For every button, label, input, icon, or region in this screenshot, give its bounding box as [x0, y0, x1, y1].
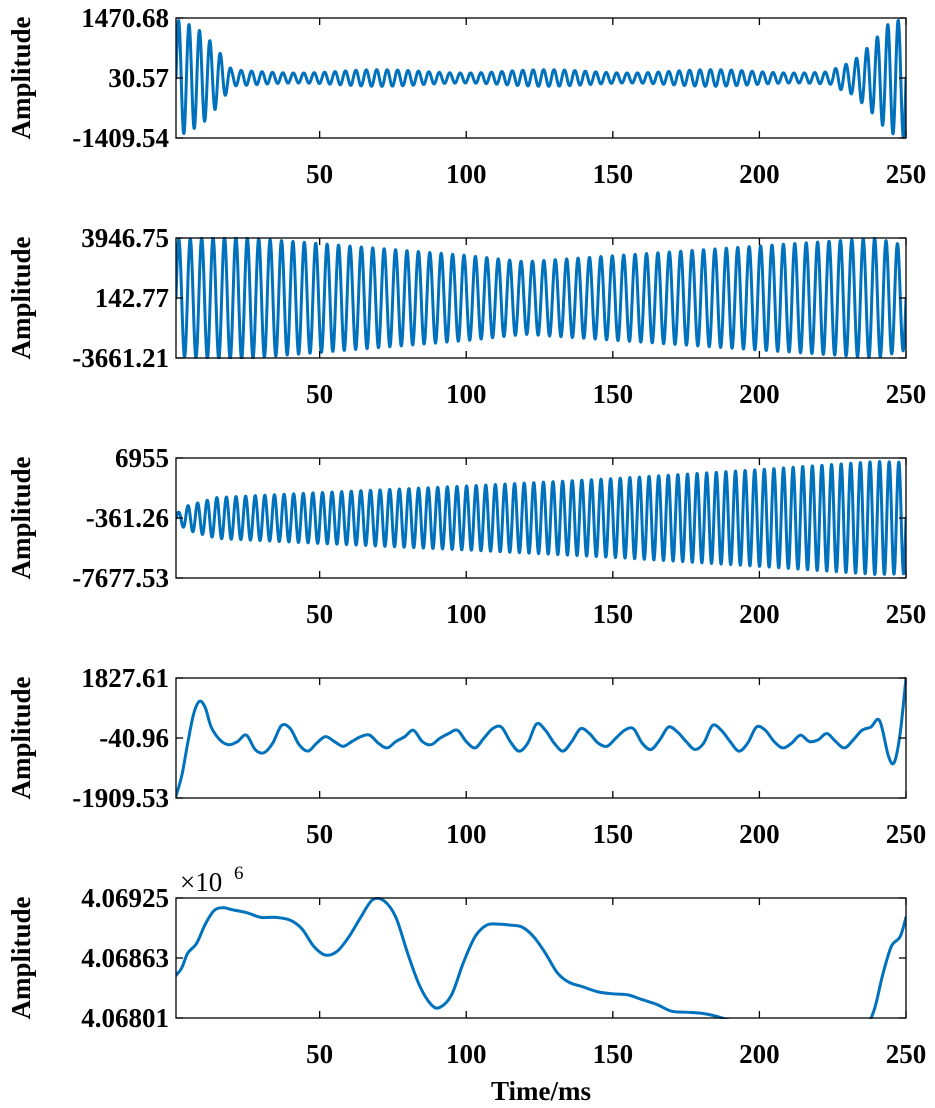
- y-tick-label: 6955: [115, 443, 169, 473]
- x-tick-label: 250: [886, 379, 927, 409]
- y-tick-label: -3661.21: [72, 343, 169, 373]
- series-line: [176, 677, 906, 798]
- x-tick-label: 200: [739, 379, 780, 409]
- x-tick-label: 200: [739, 599, 780, 629]
- y-axis-label: Amplitude: [6, 896, 36, 1019]
- y-tick-label: 1827.61: [81, 663, 169, 693]
- y-axis-label: Amplitude: [6, 456, 36, 579]
- x-tick-label: 100: [446, 599, 487, 629]
- series-line: [176, 460, 906, 576]
- x-tick-label: 200: [739, 1039, 780, 1069]
- y-tick-label: 4.06801: [81, 1003, 169, 1033]
- y-exponent-label: ×10: [180, 867, 222, 897]
- x-tick-label: 100: [446, 159, 487, 189]
- y-tick-label: -40.96: [99, 723, 169, 753]
- x-tick-label: 100: [446, 1039, 487, 1069]
- y-tick-label: -7677.53: [72, 563, 169, 593]
- y-axis-label: Amplitude: [6, 16, 36, 139]
- series-line: [176, 18, 906, 139]
- subplot-1: 50 100 150 200 250 -1409.54 30.57 1470.68 Amplit…: [6, 3, 926, 189]
- y-tick-label: -1909.53: [72, 783, 169, 813]
- x-tick-label: 150: [593, 819, 634, 849]
- y-tick-label: 4.06925: [81, 883, 169, 913]
- subplot-3: 50 100 150 200 250 -7677.53 -361.26 6955 Amplitu…: [6, 443, 926, 629]
- y-tick-label: 142.77: [95, 283, 169, 313]
- subplot-5: 50 100 150 200 250 4.06801 4.06863 4.06925 Ampli…: [6, 863, 926, 1069]
- x-tick-label: 150: [593, 1039, 634, 1069]
- x-tick-label: 50: [306, 1039, 333, 1069]
- x-tick-label: 150: [593, 379, 634, 409]
- y-tick-label: 4.06863: [81, 943, 169, 973]
- x-tick-label: 50: [306, 599, 333, 629]
- subplot-2: 50 100 150 200 250 -3661.21 142.77 3946.75 Ampli…: [6, 223, 926, 409]
- x-tick-label: 100: [446, 379, 487, 409]
- x-tick-label: 150: [593, 599, 634, 629]
- y-axis-label: Amplitude: [6, 236, 36, 359]
- x-tick-label: 250: [886, 819, 927, 849]
- y-tick-label: 1470.68: [81, 3, 169, 33]
- subplot-4: 50 100 150 200 250 -1909.53 -40.96 1827.61 Ampli…: [6, 663, 926, 849]
- series-line: [176, 237, 906, 359]
- series-line: [176, 897, 906, 1019]
- x-tick-label: 100: [446, 819, 487, 849]
- y-tick-label: 30.57: [108, 63, 169, 93]
- x-tick-label: 250: [886, 159, 927, 189]
- x-tick-label: 200: [739, 159, 780, 189]
- x-tick-label: 250: [886, 599, 927, 629]
- x-tick-label: 50: [306, 159, 333, 189]
- x-tick-label: 50: [306, 819, 333, 849]
- plot-frame: [175, 897, 907, 1019]
- subplots: 50 100 150 200 250 -1409.54 30.57 1470.68 Amplit…: [6, 3, 926, 1069]
- x-tick-label: 50: [306, 379, 333, 409]
- y-tick-label: -1409.54: [72, 123, 169, 153]
- x-tick-label: 200: [739, 819, 780, 849]
- x-tick-label: 150: [593, 159, 634, 189]
- y-exponent-power: 6: [234, 863, 244, 884]
- y-axis-label: Amplitude: [6, 676, 36, 799]
- y-tick-label: 3946.75: [81, 223, 169, 253]
- x-tick-label: 250: [886, 1039, 927, 1069]
- y-tick-label: -361.26: [86, 503, 169, 533]
- x-axis-label: Time/ms: [491, 1076, 591, 1106]
